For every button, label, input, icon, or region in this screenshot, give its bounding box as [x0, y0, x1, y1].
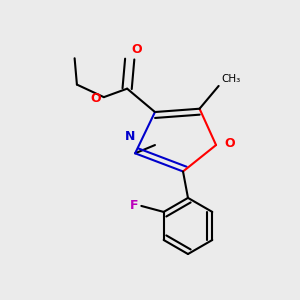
- Text: O: O: [224, 137, 235, 150]
- Text: CH₃: CH₃: [221, 74, 241, 84]
- Text: F: F: [130, 199, 139, 212]
- Text: O: O: [131, 43, 142, 56]
- Text: O: O: [91, 92, 101, 105]
- Text: N: N: [125, 130, 135, 143]
